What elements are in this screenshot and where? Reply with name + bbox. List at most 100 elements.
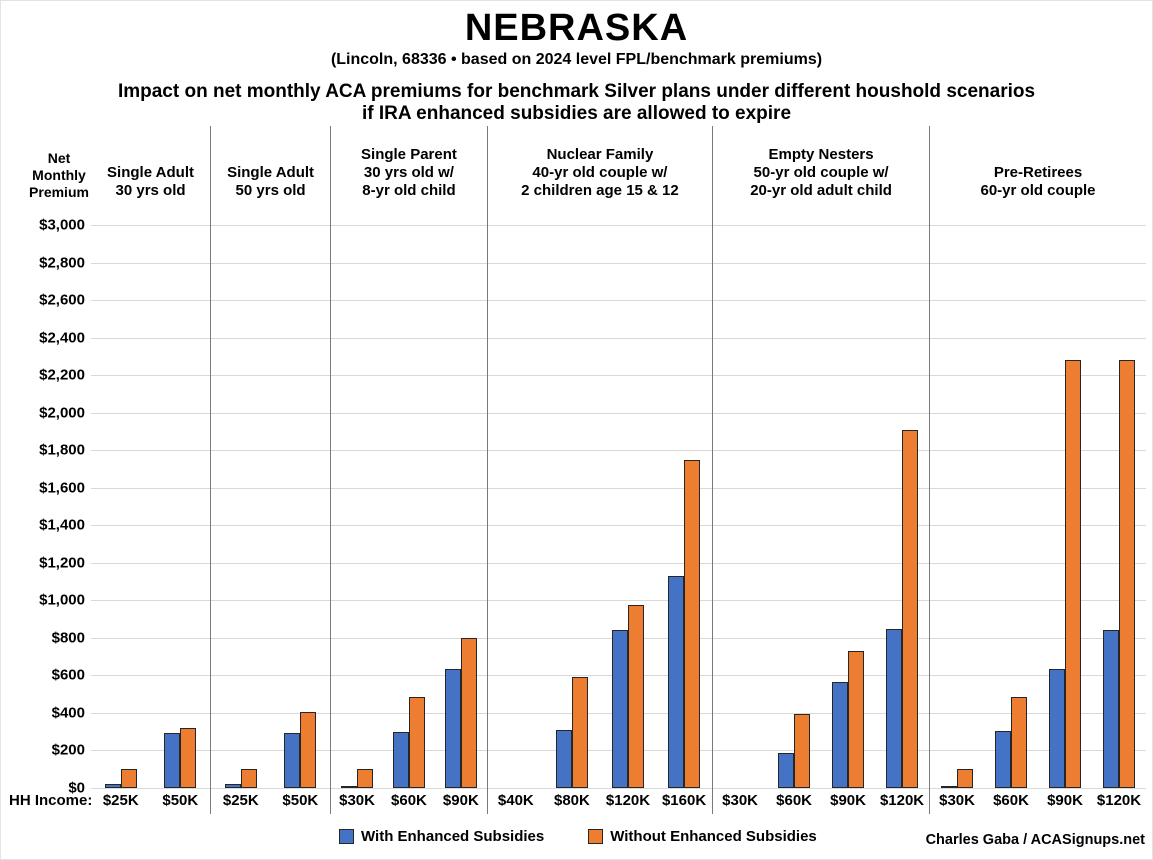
income-label-row: $25K $50K (211, 788, 330, 814)
y-axis: $0 $200 $400 $600 $800 $1,000 $1,200 $1,400 $1,6… (1, 217, 85, 797)
bar-slot (151, 206, 211, 788)
with-enhanced-bar (392, 731, 409, 788)
bar-slot (656, 206, 712, 788)
scenario-header-line: Single Parent (361, 146, 457, 163)
with-enhanced-bar (886, 628, 903, 788)
gridline (91, 787, 1146, 789)
without-enhanced-bar (627, 605, 644, 788)
with-enhanced-bar (555, 729, 572, 788)
income-label-row: $30K $60K $90K (331, 788, 487, 814)
scenario-header-line: 30 yrs old w/ (363, 164, 454, 181)
hh-income-label: $60K (776, 792, 812, 809)
bar-pair (341, 769, 374, 788)
y-axis-tick-label: $1,600 (39, 479, 85, 496)
y-axis-title: Net Monthly Premium (15, 150, 103, 201)
without-enhanced-bar (240, 769, 257, 788)
bar-pair (555, 677, 588, 788)
without-enhanced-bar (120, 769, 137, 788)
without-enhanced-bar (902, 429, 919, 788)
y-axis-tick-label: $2,400 (39, 329, 85, 346)
bar-slot (271, 206, 331, 788)
with-enhanced-bar (941, 786, 958, 788)
gridline (91, 412, 1146, 414)
hh-income-label: $25K (102, 792, 139, 809)
scenario-group: Single Parent 30 yrs old w/8-yr old child… (331, 126, 488, 814)
bar-pair (104, 769, 137, 788)
gridline (91, 300, 1146, 301)
bar-slot (91, 206, 151, 788)
hh-income-label: $120K (605, 792, 651, 809)
scenario-header-line: 30 yrs old (115, 182, 186, 199)
bar-pair (941, 769, 974, 788)
legend-item-with-subsidies: With Enhanced Subsidies (339, 828, 544, 845)
bar-pair (1102, 359, 1135, 788)
chart-heading-line1: Impact on net monthly ACA premiums for b… (117, 81, 1036, 102)
bars-area (331, 206, 487, 788)
without-enhanced-bar (357, 769, 374, 788)
without-enhanced-bar (957, 769, 974, 788)
scenario-groups: Single Adult 30 yrs old $25K $50K Single Adu… (91, 126, 1146, 814)
y-axis-tick-label: $0 (68, 779, 85, 796)
y-axis-tick-label: $2,800 (39, 254, 85, 271)
hh-income-label: $90K (830, 792, 866, 809)
bar-slot (211, 206, 271, 788)
with-enhanced-bar (1049, 668, 1065, 788)
gridline (91, 562, 1146, 564)
bar-pair (995, 697, 1028, 788)
without-enhanced-bar (1118, 359, 1135, 788)
chart-body: Net Monthly Premium $0 $200 $400 $600 $800 $1… (1, 126, 1152, 814)
hh-income-label: $120K (1096, 792, 1142, 809)
legend: With Enhanced Subsidies Without Enhanced… (339, 828, 817, 845)
without-enhanced-bar (460, 638, 477, 788)
bars-area (91, 206, 210, 788)
without-enhanced-bar (848, 651, 865, 788)
hh-income-label: $25K (222, 792, 259, 809)
scenario-group-header: Single Adult 50 yrs old (211, 126, 330, 206)
scenario-header-line: Empty Nesters (768, 146, 874, 163)
y-axis-tick-label: $1,000 (39, 591, 85, 609)
with-enhanced-bar (611, 629, 628, 788)
bar-pair (832, 651, 865, 788)
chart-title: NEBRASKA (464, 7, 689, 49)
bar-slot (600, 206, 656, 788)
scenario-header-line: 2 children age 15 & 12 (521, 182, 679, 199)
y-axis-tick-label: $2,600 (39, 291, 85, 309)
scenario-header-line: 50 yrs old (235, 182, 306, 199)
with-enhanced-bar (832, 682, 849, 788)
y-axis-title-line2: Monthly (32, 167, 86, 183)
bars-area (930, 206, 1146, 788)
scenario-group-header: Single Parent 30 yrs old w/8-yr old child (331, 126, 487, 206)
bars-area (713, 206, 929, 788)
without-enhanced-bar (571, 677, 588, 788)
scenario-header-line: Pre-Retirees (993, 164, 1083, 181)
with-enhanced-bar (164, 732, 181, 788)
y-axis-tick-label: $800 (51, 629, 85, 646)
scenario-group: Single Adult 30 yrs old $25K $50K (91, 126, 212, 814)
bar-pair (668, 459, 701, 788)
hh-income-label: $50K (282, 792, 319, 809)
gridline (91, 225, 1146, 226)
bar-pair (611, 605, 644, 788)
y-axis-tick-label: $2,000 (39, 404, 85, 421)
hh-income-label: $90K (1047, 792, 1083, 809)
scenario-header-line: 40-yr old couple w/ (532, 164, 668, 181)
bar-slot (331, 206, 383, 788)
hh-income-label: $90K (442, 792, 479, 809)
chart-heading: Impact on net monthly ACA premiums for b… (1, 81, 1152, 125)
with-subsidies-swatch-icon (339, 829, 354, 844)
hh-income-label: $80K (553, 792, 590, 809)
gridline (91, 450, 1146, 451)
bar-pair (284, 712, 317, 788)
without-enhanced-bar (684, 459, 701, 788)
income-label-row: $25K $50K (91, 788, 210, 814)
gridline (91, 487, 1146, 489)
without-enhanced-bar (408, 697, 425, 788)
without-enhanced-bar (180, 728, 197, 788)
bar-pair (1049, 359, 1081, 788)
y-axis-tick-label: $2,200 (39, 366, 85, 384)
scenario-header-line: 50-yr old couple w/ (753, 164, 889, 181)
gridline (91, 375, 1146, 376)
without-enhanced-bar (1011, 697, 1028, 788)
y-axis-tick-label: $1,400 (39, 516, 85, 534)
scenario-group: Pre-Retirees 60-yr old couple $30K $60K $90K… (930, 126, 1146, 814)
